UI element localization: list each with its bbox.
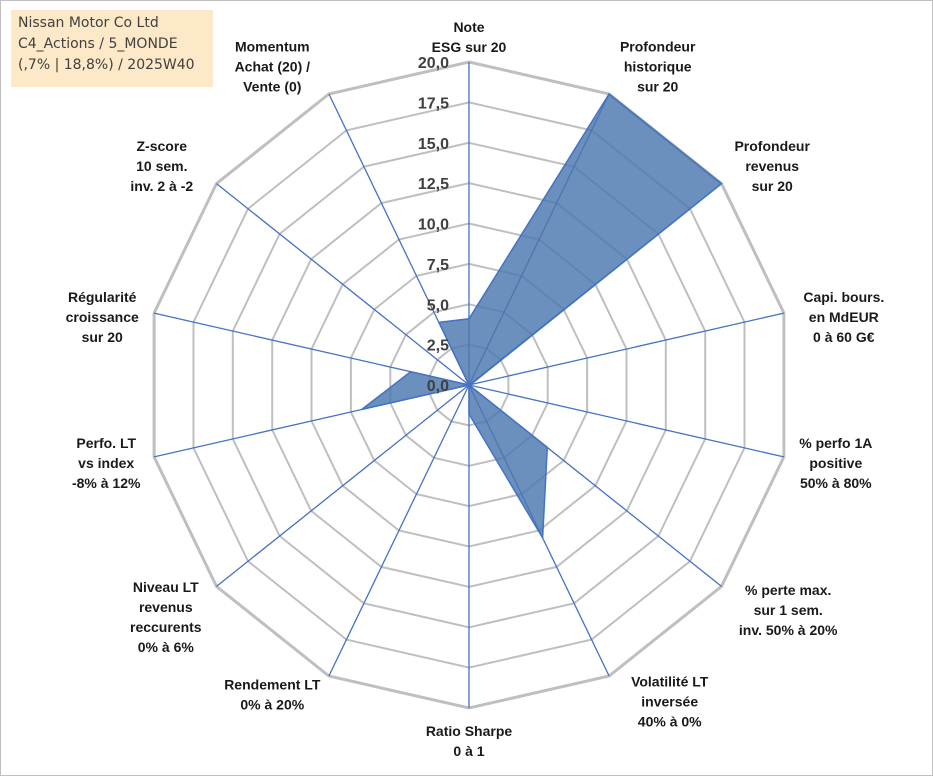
axis-label-1: Profondeur historique sur 20 (620, 39, 696, 95)
period-label: (,7% | 18,8%) / 2025W40 (18, 57, 195, 73)
axis-label-12: Z-score 10 sem. inv. 2 à -2 (130, 138, 193, 194)
axis-label-6-line-0: Volatilité LT (631, 673, 709, 689)
tick-label-7: 17,5 (418, 95, 449, 112)
company-name: Nissan Motor Co Ltd (18, 15, 159, 31)
spoke-3 (468, 312, 785, 386)
tick-label-3: 7,5 (427, 257, 449, 274)
tick-layer: 0,0 2,5 5,0 7,5 10,0 12,5 15,0 17,5 20,0 (418, 55, 449, 395)
axis-label-9-line-2: reccurents (130, 619, 202, 635)
axis-label-5-line-2: inv. 50% à 20% (739, 622, 838, 638)
axis-label-13-line-0: Momentum (235, 39, 310, 55)
axis-label-0: Note ESG sur 20 (432, 19, 507, 55)
axis-label-10: Perfo. LT vs index -8% à 12% (72, 435, 141, 491)
axis-label-8-line-0: Rendement LT (224, 676, 321, 692)
axis-label-3-line-0: Capi. bours. (803, 289, 884, 305)
axis-label-4-line-0: % perfo 1A (799, 435, 872, 451)
axis-label-0-line-1: ESG sur 20 (432, 39, 507, 55)
axis-label-11-line-2: sur 20 (82, 329, 123, 345)
axis-label-12-line-2: inv. 2 à -2 (130, 178, 193, 194)
spoke-8 (328, 384, 470, 677)
axis-label-9-line-3: 0% à 6% (138, 639, 195, 655)
tick-label-2: 5,0 (427, 297, 449, 314)
axis-label-9-line-1: revenus (139, 599, 193, 615)
axis-label-1-line-2: sur 20 (637, 79, 678, 95)
tick-label-0: 0,0 (427, 378, 449, 395)
axis-label-2: Profondeur revenus sur 20 (734, 138, 810, 194)
data-area (361, 92, 723, 541)
axis-label-0-line-0: Note (453, 19, 484, 35)
axis-label-6-line-1: inversée (641, 693, 698, 709)
axis-label-3-line-1: en MdEUR (809, 309, 879, 325)
axis-label-9: Niveau LT revenus reccurents 0% à 6% (130, 579, 202, 655)
axis-label-13-line-1: Achat (20) / (235, 59, 311, 75)
axis-label-4: % perfo 1A positive 50% à 80% (799, 435, 872, 491)
axis-label-3: Capi. bours. en MdEUR 0 à 60 G€ (803, 289, 884, 345)
axis-label-6: Volatilité LT inversée 40% à 0% (631, 673, 709, 729)
axis-label-11-line-1: croissance (66, 309, 139, 325)
axis-label-9-line-0: Niveau LT (133, 579, 199, 595)
axis-label-4-line-2: 50% à 80% (800, 475, 872, 491)
tick-label-4: 10,0 (418, 217, 449, 234)
spoke-9 (216, 384, 470, 587)
axis-label-10-line-0: Perfo. LT (76, 435, 136, 451)
axis-label-4-line-1: positive (809, 455, 862, 471)
axis-label-13-line-2: Vente (0) (243, 79, 301, 95)
label-layer: Note ESG sur 20 Profondeur historique sur 20… (66, 19, 885, 759)
axis-label-12-line-1: 10 sem. (136, 158, 187, 174)
axis-label-5-line-1: sur 1 sem. (754, 602, 823, 618)
axis-label-6-line-2: 40% à 0% (638, 713, 702, 729)
axis-label-11-line-0: Régularité (68, 289, 137, 305)
axis-label-2-line-2: sur 20 (752, 178, 793, 194)
axis-label-1-line-0: Profondeur (620, 39, 696, 55)
axis-label-13: Momentum Achat (20) / Vente (0) (235, 39, 311, 95)
tick-label-1: 2,5 (427, 338, 449, 355)
axis-label-8-line-1: 0% à 20% (240, 696, 304, 712)
series-layer (361, 92, 723, 541)
spoke-12 (216, 183, 470, 386)
axis-label-10-line-2: -8% à 12% (72, 475, 141, 491)
axis-label-3-line-2: 0 à 60 G€ (813, 329, 875, 345)
axis-label-2-line-1: revenus (745, 158, 799, 174)
spoke-4 (468, 384, 785, 458)
tick-label-5: 12,5 (418, 176, 449, 193)
title-box: Nissan Motor Co Ltd C4_Actions / 5_MONDE… (11, 10, 213, 87)
axis-label-12-line-0: Z-score (137, 138, 188, 154)
axis-label-7-line-0: Ratio Sharpe (426, 723, 513, 739)
axis-label-5: % perte max. sur 1 sem. inv. 50% à 20% (739, 582, 838, 638)
axis-label-1-line-1: historique (624, 59, 692, 75)
category-label: C4_Actions / 5_MONDE (18, 36, 178, 52)
axis-label-2-line-0: Profondeur (734, 138, 810, 154)
axis-label-7: Ratio Sharpe 0 à 1 (426, 723, 513, 759)
axis-label-5-line-0: % perte max. (745, 582, 831, 598)
tick-label-6: 15,0 (418, 136, 449, 153)
axis-label-8: Rendement LT 0% à 20% (224, 676, 321, 712)
axis-label-10-line-1: vs index (78, 455, 134, 471)
tick-label-8: 20,0 (418, 55, 449, 72)
axis-label-7-line-1: 0 à 1 (453, 743, 484, 759)
axis-label-11: Régularité croissance sur 20 (66, 289, 139, 345)
